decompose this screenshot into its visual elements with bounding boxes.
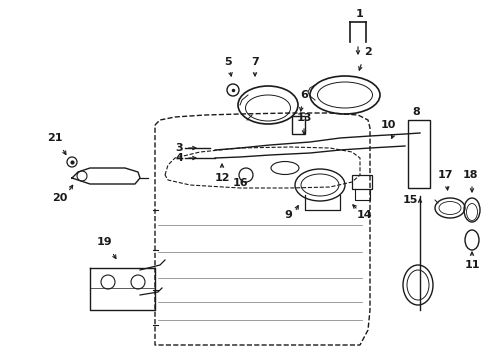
Text: 1: 1 <box>355 9 363 19</box>
Text: 19: 19 <box>97 237 113 247</box>
Bar <box>407 120 429 188</box>
Text: 7: 7 <box>251 57 258 67</box>
Bar <box>291 116 305 134</box>
Text: 2: 2 <box>364 47 371 57</box>
Text: 20: 20 <box>52 193 67 203</box>
Text: 21: 21 <box>47 133 62 143</box>
Text: 16: 16 <box>232 178 247 188</box>
Text: 15: 15 <box>402 195 417 205</box>
Text: 3: 3 <box>175 143 183 153</box>
Text: 5: 5 <box>224 57 231 67</box>
Text: 9: 9 <box>284 210 291 220</box>
Text: 8: 8 <box>411 107 419 117</box>
Text: 11: 11 <box>463 260 479 270</box>
Text: 10: 10 <box>380 120 395 130</box>
Text: 17: 17 <box>436 170 452 180</box>
Text: 18: 18 <box>461 170 477 180</box>
Text: 4: 4 <box>175 153 183 163</box>
Text: 13: 13 <box>296 113 311 123</box>
Bar <box>351 175 371 189</box>
Text: 6: 6 <box>300 90 307 100</box>
Text: 12: 12 <box>214 173 229 183</box>
Text: 14: 14 <box>356 210 372 220</box>
